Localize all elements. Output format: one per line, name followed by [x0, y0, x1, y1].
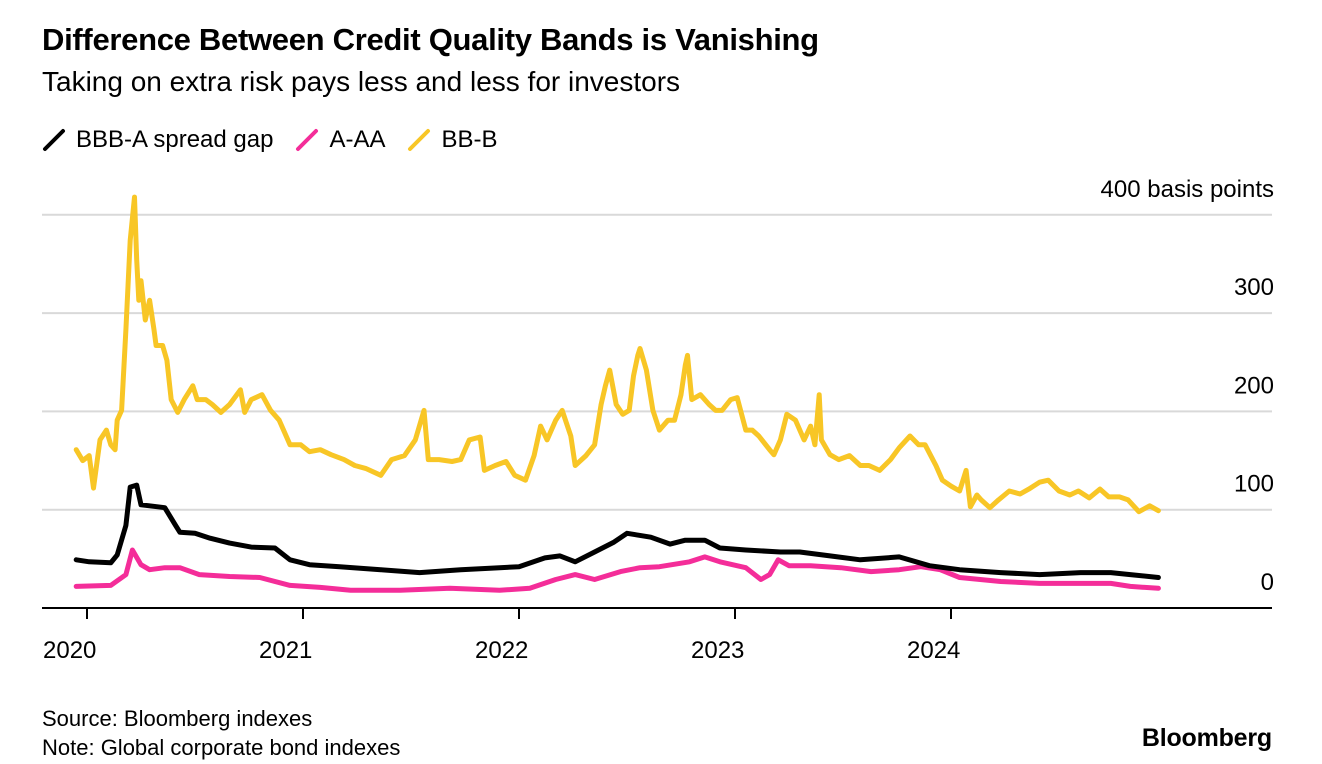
legend-swatch-a-aa-icon [295, 128, 319, 152]
y-tick-label: 300 [1234, 274, 1274, 301]
footer: Source: Bloomberg indexes Note: Global c… [42, 704, 400, 762]
legend-swatch-bbb-a-icon [42, 128, 66, 152]
x-tick-label: 2020 [43, 637, 96, 664]
y-tick-label: 0 [1261, 569, 1274, 596]
x-axis: 2020 2021 2022 2023 2024 [42, 607, 1272, 664]
y-tick-label: 400 basis points [1101, 176, 1274, 203]
legend-item-a-aa: A-AA [295, 126, 385, 154]
source-note: Source: Bloomberg indexes [42, 706, 313, 731]
legend-label: BB-B [441, 126, 498, 153]
series-lines [73, 194, 1161, 593]
series-line-bb-b [73, 194, 1161, 515]
x-tick-label: 2022 [475, 637, 528, 664]
footnote: Note: Global corporate bond indexes [42, 735, 401, 760]
bloomberg-logo: Bloomberg [1141, 724, 1272, 752]
legend-item-bb-b: BB-B [407, 126, 498, 154]
legend: BBB-A spread gap A-AA BB-B [42, 126, 520, 154]
chart-subtitle: Taking on extra risk pays less and less … [42, 66, 681, 97]
legend-label: A-AA [329, 126, 386, 153]
x-tick-label: 2024 [907, 637, 960, 664]
y-tick-label: 100 [1234, 471, 1274, 498]
legend-swatch-bb-b-icon [407, 128, 431, 152]
legend-item-bbb-a: BBB-A spread gap [42, 126, 273, 154]
series-line-bbb-a-spread-gap [73, 482, 1161, 580]
gridlines [42, 213, 1272, 511]
x-tick-label: 2023 [691, 637, 744, 664]
legend-label: BBB-A spread gap [76, 126, 274, 153]
chart-title: Difference Between Credit Quality Bands … [42, 22, 819, 57]
y-tick-label: 200 [1234, 372, 1274, 399]
x-tick-label: 2021 [259, 637, 312, 664]
y-axis-labels: 0 100 200 300 400 basis points [1101, 176, 1274, 596]
